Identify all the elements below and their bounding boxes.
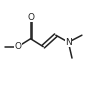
Text: O: O bbox=[27, 13, 34, 22]
Text: N: N bbox=[65, 38, 72, 47]
Text: O: O bbox=[14, 42, 22, 51]
